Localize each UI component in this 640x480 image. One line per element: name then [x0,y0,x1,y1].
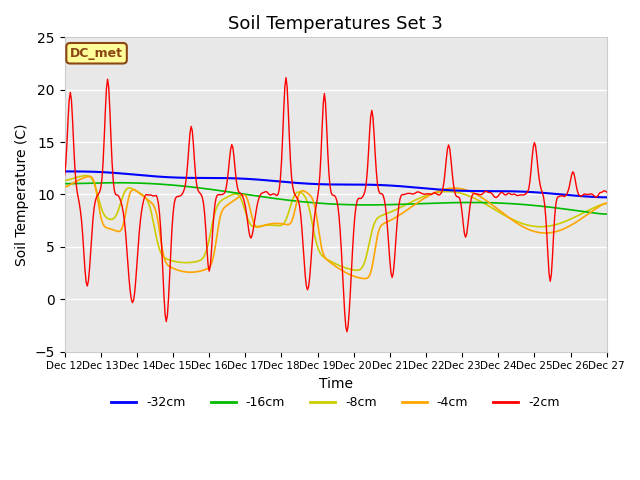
Y-axis label: Soil Temperature (C): Soil Temperature (C) [15,123,29,266]
Title: Soil Temperatures Set 3: Soil Temperatures Set 3 [228,15,443,33]
X-axis label: Time: Time [319,377,353,391]
Legend: -32cm, -16cm, -8cm, -4cm, -2cm: -32cm, -16cm, -8cm, -4cm, -2cm [106,391,565,414]
Text: DC_met: DC_met [70,47,123,60]
